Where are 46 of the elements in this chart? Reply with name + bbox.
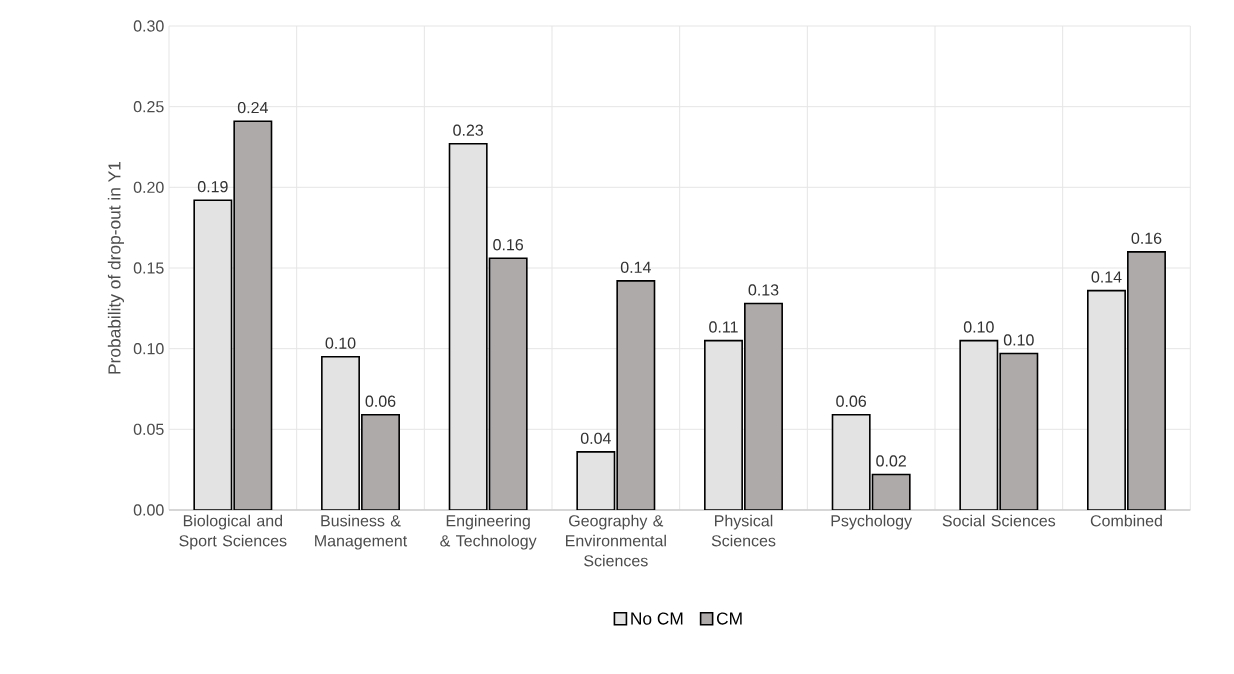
data-label: 0.14 — [1091, 271, 1122, 283]
legend-label: No CM — [631, 612, 683, 625]
data-label: 0.23 — [453, 124, 484, 136]
data-label: 0.16 — [1131, 232, 1162, 244]
data-label: 0.04 — [580, 432, 611, 444]
bar — [488, 257, 528, 510]
data-label: 0.10 — [325, 337, 356, 349]
data-label: 0.11 — [709, 321, 738, 333]
bar — [233, 120, 273, 510]
y-tick-label: 0.30 — [133, 20, 164, 32]
bar — [871, 473, 911, 510]
x-tick-label: Psychology — [831, 514, 913, 530]
legend-label: CM — [716, 612, 742, 625]
data-label: 0.16 — [493, 239, 524, 251]
data-label: 0.06 — [365, 395, 396, 407]
data-label: 0.19 — [197, 181, 228, 193]
data-label: 0.06 — [836, 395, 867, 407]
y-tick-label: 0.00 — [133, 504, 164, 516]
bar — [704, 339, 743, 510]
bar — [744, 302, 783, 510]
data-label: 0.14 — [620, 261, 651, 273]
y-tick-label: 0.10 — [133, 343, 164, 355]
bar — [1127, 251, 1166, 510]
bar — [576, 451, 616, 510]
data-label: 0.10 — [1003, 334, 1034, 346]
data-label: 0.02 — [876, 455, 906, 467]
y-tick-label: 0.25 — [133, 101, 164, 113]
bar — [1087, 289, 1126, 510]
x-tick-label: Biological and Sport Sciences — [179, 514, 287, 550]
x-tick-label: Engineering & Technology — [440, 514, 537, 550]
bar — [999, 352, 1039, 510]
y-tick-label: 0.15 — [133, 262, 164, 274]
x-tick-label: Combined — [1090, 514, 1162, 527]
y-tick-label: 0.20 — [133, 181, 164, 193]
x-tick-label: Physical Sciences — [711, 514, 776, 547]
x-tick-label: Social Sciences — [942, 514, 1056, 527]
data-label: 0.13 — [748, 284, 779, 296]
y-tick-label: 0.05 — [133, 423, 164, 435]
bar — [361, 414, 400, 510]
y-axis-title: Probability of drop-out in Y1 — [107, 161, 124, 374]
bar — [321, 355, 360, 510]
data-label: 0.24 — [237, 101, 268, 114]
x-tick-label: Business & Management — [315, 514, 408, 550]
bar — [616, 280, 656, 510]
x-tick-label: Geography & Environmental Sciences — [566, 514, 666, 567]
data-label: 0.10 — [963, 321, 994, 333]
